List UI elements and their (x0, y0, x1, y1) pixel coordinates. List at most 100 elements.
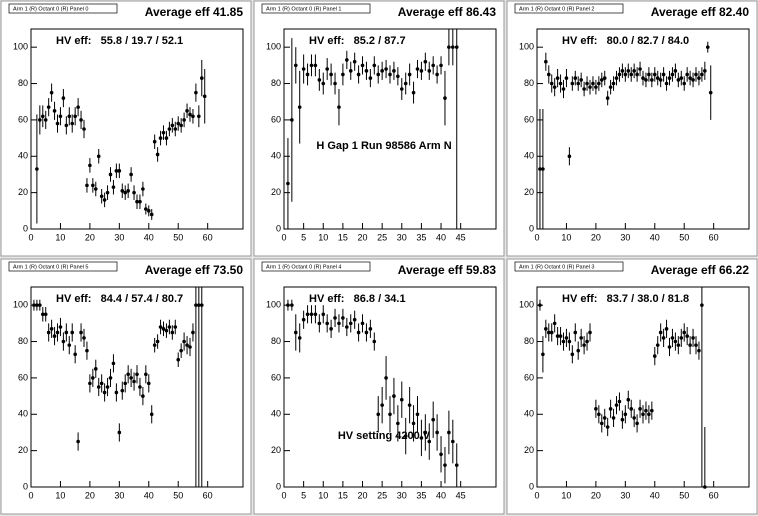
data-point (141, 187, 145, 191)
data-point (676, 78, 681, 82)
data-point (341, 72, 345, 77)
data-point (313, 312, 318, 317)
data-point (164, 136, 169, 140)
data-point (102, 390, 107, 395)
data-point (325, 321, 329, 326)
average-eff: Average eff 86.43 (398, 5, 497, 19)
data-point (194, 90, 198, 95)
data-point (321, 312, 326, 317)
data-point (415, 67, 420, 71)
x-tick-label: 10 (561, 232, 571, 242)
hv-eff-stats: HV eff: 85.2 / 87.7 (309, 35, 406, 47)
data-point (685, 72, 689, 77)
data-point (199, 76, 204, 80)
x-tick-label: 20 (85, 232, 95, 242)
data-point (76, 105, 80, 109)
data-point (567, 339, 572, 344)
data-point (708, 90, 713, 95)
data-point (561, 339, 566, 344)
y-tick-label: 20 (524, 445, 534, 455)
data-point (682, 330, 687, 335)
data-point (170, 330, 175, 335)
title-box (8, 261, 118, 272)
y-tick-label: 40 (18, 409, 28, 419)
data-point (611, 416, 616, 420)
data-point (454, 463, 459, 467)
data-point (380, 69, 384, 73)
y-tick-label: 80 (524, 78, 534, 88)
data-point (61, 96, 66, 100)
data-point (55, 121, 60, 126)
panel: Arm 1 (R) Octant 0 (R) Panel 3 Average ef… (506, 258, 758, 515)
data-point (329, 327, 333, 331)
data-point (52, 334, 57, 338)
data-point (132, 379, 136, 384)
plot-frame (283, 286, 497, 488)
data-point (376, 412, 381, 417)
x-tick-label: 40 (650, 490, 660, 500)
data-point (123, 190, 128, 195)
data-point (585, 81, 589, 86)
panel-title: Arm 1 (R) Octant 0 (R) Panel 0 (13, 6, 89, 12)
data-point (161, 327, 166, 331)
panel-title: Arm 1 (R) Octant 0 (R) Panel 1 (266, 6, 342, 12)
data-point (579, 78, 583, 82)
data-point (549, 330, 554, 335)
panel-title: Arm 1 (R) Octant 0 (R) Panel 4 (266, 264, 342, 270)
x-tick-label: 0 (534, 490, 539, 500)
data-point (555, 334, 560, 338)
data-point (427, 69, 432, 73)
data-point (58, 325, 63, 329)
data-point (585, 339, 589, 344)
data-point (313, 63, 318, 68)
data-point (541, 352, 545, 357)
data-point (655, 343, 660, 347)
hv-eff-stats: HV eff: 83.7 / 38.0 / 81.8 (562, 293, 689, 305)
data-point (360, 321, 365, 326)
hv-eff-stats: HV eff: 55.8 / 19.7 / 52.1 (56, 35, 183, 47)
average-eff: Average eff 66.22 (651, 263, 750, 277)
data-point (655, 76, 660, 80)
data-point (670, 336, 675, 340)
data-point (102, 198, 107, 202)
data-point (700, 303, 704, 307)
x-tick-label: 0 (281, 490, 286, 500)
x-tick-label: 0 (281, 232, 286, 242)
data-point (431, 417, 435, 422)
data-point (32, 303, 36, 307)
data-point (117, 430, 122, 435)
data-point (129, 376, 133, 380)
x-tick-label: 25 (377, 490, 387, 500)
data-point (558, 81, 563, 86)
data-point (705, 45, 710, 49)
data-point (635, 421, 639, 426)
data-point (546, 330, 551, 335)
data-point (632, 416, 636, 420)
x-tick-label: 50 (679, 232, 689, 242)
data-point (35, 167, 39, 171)
data-point (337, 105, 341, 109)
data-point (301, 317, 306, 322)
data-point (129, 172, 133, 177)
panel-background (0, 258, 252, 515)
data-point (582, 87, 586, 91)
x-tick-label: 50 (679, 490, 689, 500)
data-point (658, 330, 663, 335)
data-point (443, 96, 447, 100)
data-point (188, 112, 192, 117)
panel-background (0, 0, 252, 257)
y-tick-label: 0 (529, 223, 534, 233)
data-point (141, 394, 145, 398)
y-tick-label: 100 (13, 42, 28, 52)
data-point (337, 321, 341, 326)
data-point (694, 72, 698, 77)
data-point (182, 118, 186, 122)
data-point (623, 412, 628, 417)
y-tick-label: 0 (23, 481, 28, 491)
data-point (99, 381, 104, 386)
data-point (126, 372, 130, 377)
data-point (85, 183, 89, 188)
data-point (345, 58, 349, 62)
data-point (661, 72, 666, 77)
